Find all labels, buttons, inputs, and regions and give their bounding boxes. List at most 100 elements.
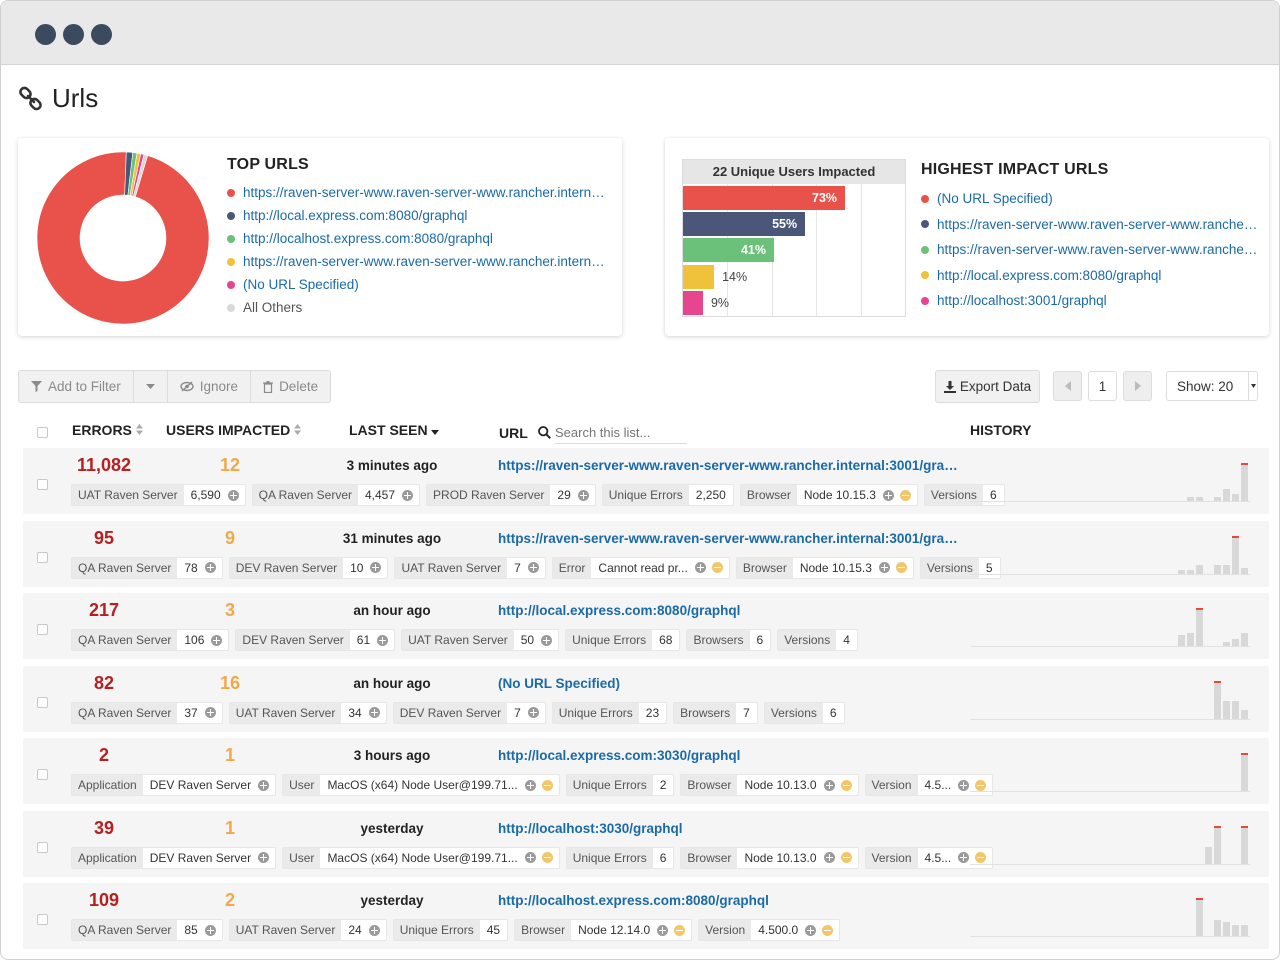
tag[interactable]: QA Raven Server 78 <box>71 556 223 579</box>
legend-item[interactable]: https://raven-server-www.raven-server-ww… <box>227 250 612 273</box>
row-checkbox[interactable] <box>37 914 48 925</box>
page-size-select[interactable]: Show: 20 <box>1166 371 1258 401</box>
tag[interactable]: Unique Errors 2,250 <box>601 484 734 506</box>
tag[interactable]: Application DEV Raven Server <box>71 774 277 796</box>
tag[interactable]: Version 4.500.0 <box>698 919 841 941</box>
tag[interactable]: Versions 6 <box>763 701 845 724</box>
url-link[interactable]: http://local.express.com:8080/graphql <box>498 603 741 618</box>
tag[interactable]: Unique Errors 45 <box>392 919 509 941</box>
exclude-filter-icon[interactable] <box>711 562 723 573</box>
url-link[interactable]: http://localhost:3030/graphql <box>498 820 683 836</box>
tag[interactable]: Unique Errors 23 <box>551 701 668 724</box>
tag[interactable]: QA Raven Server 85 <box>71 919 223 941</box>
tag[interactable]: DEV Raven Server 10 <box>228 556 389 579</box>
exclude-filter-icon[interactable] <box>975 852 987 863</box>
tag[interactable]: QA Raven Server 106 <box>71 629 230 651</box>
add-filter-icon[interactable] <box>524 779 536 791</box>
legend-item[interactable]: http://localhost:3001/graphql <box>921 288 1261 314</box>
tag[interactable]: UAT Raven Server 50 <box>401 629 560 651</box>
add-filter-icon[interactable] <box>258 852 270 863</box>
tag[interactable]: Versions 5 <box>919 556 1001 579</box>
tag[interactable]: UAT Raven Server 24 <box>228 919 387 941</box>
table-row[interactable]: 217 3 an hour ago http://local.express.com:… <box>23 593 1269 659</box>
row-checkbox[interactable] <box>37 479 48 490</box>
legend-item[interactable]: https://raven-server-www.raven-server-ww… <box>921 212 1261 238</box>
add-filter-icon[interactable] <box>377 634 389 646</box>
add-filter-icon[interactable] <box>524 852 536 863</box>
table-row[interactable]: 2 1 3 hours ago http://local.express.com:30… <box>23 738 1269 804</box>
impact-bar[interactable]: 41% <box>683 238 775 263</box>
legend-item[interactable]: (No URL Specified) <box>227 273 612 296</box>
next-page-button[interactable] <box>1123 371 1152 401</box>
tag[interactable]: User MacOS (x64) Node User@199.71... <box>282 774 560 796</box>
add-to-filter-button[interactable]: Add to Filter <box>19 371 134 402</box>
legend-item[interactable]: All Others <box>227 296 612 319</box>
window-dot-close[interactable] <box>35 24 56 45</box>
page-number[interactable]: 1 <box>1088 371 1117 401</box>
add-filter-icon[interactable] <box>541 634 553 646</box>
add-filter-icon[interactable] <box>370 562 382 573</box>
add-filter-icon[interactable] <box>368 924 380 936</box>
row-checkbox[interactable] <box>37 624 48 635</box>
url-link[interactable]: (No URL Specified) <box>498 675 621 691</box>
donut-slice[interactable] <box>37 152 209 324</box>
users-impacted-column-header[interactable]: USERS IMPACTED <box>166 422 302 438</box>
url-link[interactable]: http://localhost.express.com:8080/graphq… <box>498 893 769 908</box>
impact-bar[interactable]: 73% <box>683 186 846 210</box>
export-data-button[interactable]: Export Data <box>935 370 1040 403</box>
impact-bar[interactable]: 55% <box>683 212 806 237</box>
errors-column-header[interactable]: ERRORS <box>72 422 143 438</box>
exclude-filter-icon[interactable] <box>822 924 834 936</box>
add-filter-icon[interactable] <box>878 562 890 573</box>
legend-item[interactable]: (No URL Specified) <box>921 186 1261 212</box>
exclude-filter-icon[interactable] <box>899 489 911 501</box>
tag[interactable]: Browser Node 12.14.0 <box>514 919 693 941</box>
table-row[interactable]: 95 9 31 minutes ago https://raven-server-ww… <box>23 520 1269 587</box>
tag[interactable]: DEV Raven Server 61 <box>235 629 396 651</box>
url-link[interactable]: http://local.express.com:3030/graphql <box>498 748 741 763</box>
tag[interactable]: Browser Node 10.13.0 <box>680 774 859 796</box>
row-checkbox[interactable] <box>37 696 48 708</box>
tag[interactable]: Unique Errors 6 <box>565 846 675 869</box>
add-filter-icon[interactable] <box>958 779 970 791</box>
legend-item[interactable]: https://raven-server-www.raven-server-ww… <box>227 181 612 204</box>
tag[interactable]: UAT Raven Server 7 <box>394 556 546 579</box>
tag[interactable]: UAT Raven Server 34 <box>228 701 387 724</box>
add-filter-icon[interactable] <box>368 707 380 718</box>
add-filter-icon[interactable] <box>577 489 589 501</box>
window-dot-minimize[interactable] <box>63 24 84 45</box>
tag[interactable]: User MacOS (x64) Node User@199.71... <box>282 846 560 869</box>
impact-bar[interactable]: 14% <box>683 264 747 289</box>
row-checkbox[interactable] <box>37 551 48 563</box>
delete-button[interactable]: Delete <box>251 371 330 402</box>
last-seen-column-header[interactable]: LAST SEEN <box>349 422 440 438</box>
tag[interactable]: Version 4.5... <box>864 774 994 796</box>
url-search-input[interactable] <box>555 422 687 444</box>
exclude-filter-icon[interactable] <box>840 779 852 791</box>
add-filter-icon[interactable] <box>204 562 216 573</box>
tag[interactable]: QA Raven Server 4,457 <box>251 484 421 506</box>
add-filter-icon[interactable] <box>823 779 835 791</box>
select-all-checkbox[interactable] <box>37 427 48 438</box>
table-row[interactable]: 11,082 12 3 minutes ago https://raven-serve… <box>23 448 1269 514</box>
add-filter-icon[interactable] <box>211 634 223 646</box>
tag[interactable]: DEV Raven Server 7 <box>392 701 546 724</box>
add-filter-icon[interactable] <box>958 852 970 863</box>
ignore-button[interactable]: Ignore <box>168 371 252 402</box>
tag[interactable]: Browser Node 10.15.3 <box>735 556 914 579</box>
tag[interactable]: PROD Raven Server 29 <box>426 484 596 506</box>
add-filter-icon[interactable] <box>402 489 414 501</box>
add-filter-icon[interactable] <box>527 707 539 718</box>
add-filter-icon[interactable] <box>657 924 669 936</box>
legend-item[interactable]: http://local.express.com:8080/graphql <box>227 204 612 227</box>
tag[interactable]: UAT Raven Server 6,590 <box>71 484 246 506</box>
tag[interactable]: Versions 6 <box>923 484 1005 506</box>
tag[interactable]: Browser Node 10.15.3 <box>739 484 918 506</box>
legend-item[interactable]: http://local.express.com:8080/graphql <box>921 263 1261 289</box>
exclude-filter-icon[interactable] <box>541 779 553 791</box>
exclude-filter-icon[interactable] <box>895 562 907 573</box>
exclude-filter-icon[interactable] <box>541 852 553 863</box>
prev-page-button[interactable] <box>1053 371 1082 401</box>
add-filter-icon[interactable] <box>882 489 894 501</box>
exclude-filter-icon[interactable] <box>674 924 686 936</box>
